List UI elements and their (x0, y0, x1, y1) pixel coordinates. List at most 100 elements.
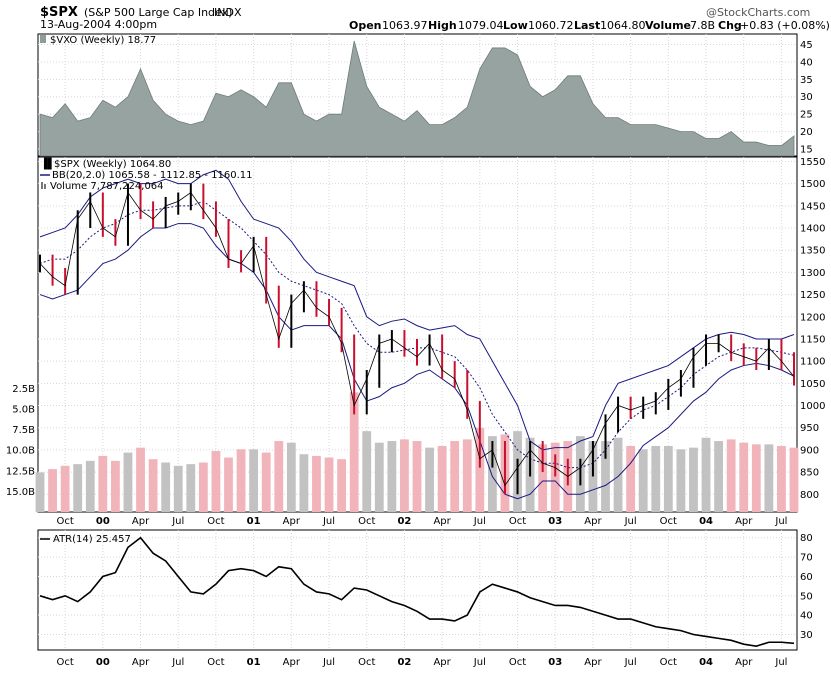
volume-bar-60 (789, 447, 799, 512)
atr-panel-frame (37, 529, 798, 651)
atr-legend: ATR(14) 25.457 (53, 534, 131, 545)
xtick-mid-3: Jul (171, 516, 184, 527)
price-ytick-1300: 1300 (800, 268, 825, 279)
volume-ytick-3: 7.5B (12, 425, 35, 436)
bb-legend: BB(20,2.0) 1065.58 - 1112.85 - 1160.11 (52, 170, 253, 181)
xtick-bottom-4: Oct (207, 657, 224, 668)
price-series (39, 183, 795, 495)
volume-bar-56 (739, 442, 749, 512)
volume-ytick-4: 5.0B (12, 404, 35, 415)
last-value: 1064.80 (600, 19, 646, 32)
volume-bar-58 (764, 444, 774, 512)
vxo-ytick-45: 45 (800, 40, 813, 51)
vxo-ytick-40: 40 (800, 57, 813, 68)
price-ytick-800: 800 (800, 490, 819, 501)
volume-bar-22 (312, 455, 321, 512)
volume-bar-32 (437, 446, 447, 512)
volume-bar-7 (123, 452, 133, 512)
xtick-bottom-13: 03 (548, 657, 562, 668)
vxo-legend: $VXO (Weekly) 18.77 (50, 35, 156, 46)
price-legend: $SPX (Weekly) 1064.80 (54, 159, 171, 170)
volume-legend: Volume 7,787,224,064 (50, 181, 164, 192)
xtick-mid-6: Apr (283, 516, 301, 527)
xtick-mid-17: 04 (699, 516, 713, 527)
volume-bar-14 (211, 450, 221, 512)
volume-label: Volume (645, 19, 691, 32)
volume-bar-8 (136, 447, 145, 512)
price-ytick-1250: 1250 (800, 290, 825, 301)
volume-bar-49 (651, 446, 661, 512)
volume-bar-57 (751, 444, 761, 512)
xtick-bottom-15: Jul (624, 657, 637, 668)
volume-bar-11 (173, 465, 183, 512)
vxo-ytick-15: 15 (800, 145, 813, 156)
volume-bar-0 (35, 472, 45, 512)
price-ytick-1200: 1200 (800, 312, 825, 323)
volume-legend-swatch-2 (44, 184, 46, 189)
volume-bar-26 (362, 431, 372, 512)
open-label: Open (349, 19, 382, 32)
volume-bar-33 (450, 441, 460, 512)
volume-bar-9 (148, 459, 158, 512)
volume-bar-4 (85, 460, 95, 512)
xtick-mid-8: Oct (358, 516, 375, 527)
volume-bar-30 (412, 441, 422, 512)
volume-bar-25 (349, 392, 359, 512)
volume-bar-27 (374, 442, 384, 512)
stockcharts-logo: @StockCharts.com (706, 6, 810, 19)
volume-bar-23 (324, 457, 334, 512)
price-ytick-1400: 1400 (800, 224, 825, 235)
volume-bar-55 (726, 439, 736, 512)
volume-value: 7.8B (690, 19, 715, 32)
volume-bar-50 (663, 446, 673, 512)
xtick-bottom-11: Jul (473, 657, 486, 668)
atr-ytick-60: 60 (800, 572, 813, 583)
volume-bar-13 (198, 462, 208, 512)
volume-ytick-5: 2.5B (12, 384, 35, 395)
vxo-ytick-30: 30 (800, 92, 813, 103)
volume-bar-29 (400, 439, 409, 512)
xtick-bottom-0: Oct (56, 657, 73, 668)
volume-bar-41 (550, 442, 560, 512)
vxo-ytick-35: 35 (800, 75, 813, 86)
index-name: (S&P 500 Large Cap Index) (84, 6, 232, 19)
xtick-mid-15: Jul (624, 516, 637, 527)
xtick-bottom-2: Apr (132, 657, 150, 668)
price-ytick-1000: 1000 (800, 401, 825, 412)
volume-bar-47 (626, 446, 636, 512)
xtick-mid-16: Oct (660, 516, 677, 527)
open-value: 1063.97 (382, 19, 428, 32)
price-close-line (39, 191, 795, 487)
xtick-mid-14: Apr (584, 516, 602, 527)
volume-series (35, 392, 799, 512)
xtick-mid-4: Oct (207, 516, 224, 527)
xtick-bottom-1: 00 (96, 657, 110, 668)
xtick-bottom-10: Apr (433, 657, 451, 668)
vxo-area (39, 40, 795, 157)
xtick-bottom-16: Oct (660, 657, 677, 668)
price-ytick-1550: 1550 (800, 157, 825, 168)
volume-bar-36 (488, 436, 497, 512)
volume-bar-12 (186, 464, 196, 512)
volume-bar-20 (286, 442, 296, 512)
price-ytick-1100: 1100 (800, 357, 825, 368)
xtick-bottom-6: Apr (283, 657, 301, 668)
volume-bar-46 (613, 437, 623, 512)
xtick-bottom-8: Oct (358, 657, 375, 668)
volume-bar-48 (638, 449, 648, 512)
xtick-mid-19: Jul (774, 516, 787, 527)
xtick-bottom-5: 01 (247, 657, 261, 668)
volume-bar-53 (701, 437, 711, 512)
volume-bar-3 (73, 464, 83, 512)
price-legend-icon: ▐▌ (40, 157, 55, 170)
volume-bar-28 (387, 441, 397, 512)
xtick-mid-5: 01 (247, 516, 261, 527)
price-ytick-1050: 1050 (800, 379, 825, 390)
bb-upper-line (39, 169, 795, 451)
high-value: 1079.04 (458, 19, 504, 32)
volume-bar-40 (538, 444, 548, 512)
volume-bar-2 (60, 465, 70, 512)
vxo-ytick-25: 25 (800, 110, 813, 121)
volume-bar-5 (98, 455, 108, 512)
chg-label: Chg (718, 19, 742, 32)
